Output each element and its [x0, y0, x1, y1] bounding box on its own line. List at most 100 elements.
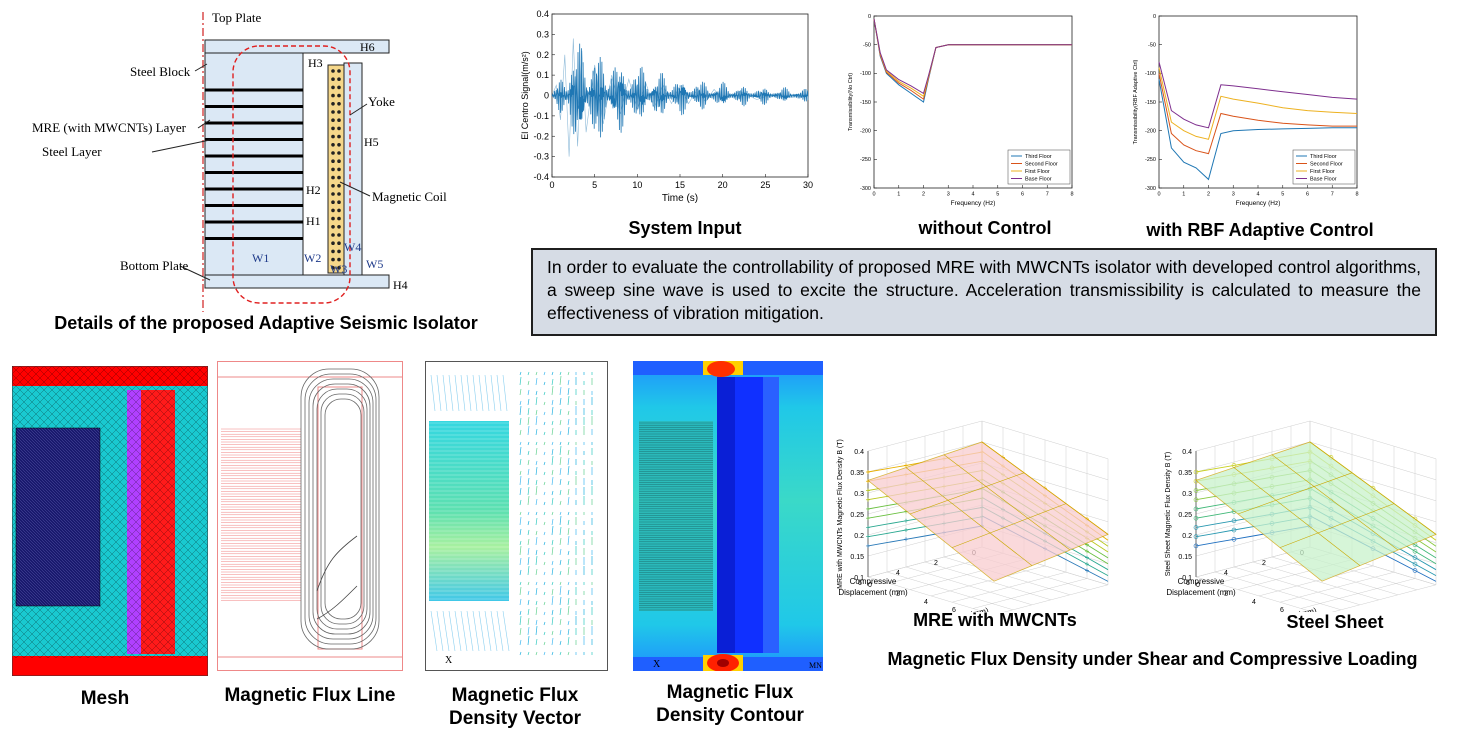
- surface-marker: [1085, 568, 1089, 573]
- flux-vector-arrow: [543, 511, 546, 516]
- flux-vector-arrow: [527, 511, 530, 516]
- flux-vector-arrow: [527, 538, 530, 546]
- surface-marker: [866, 534, 870, 539]
- flux-vector-arrow: [559, 445, 562, 456]
- dim-h2: H2: [306, 183, 321, 197]
- coil-dot: [331, 143, 335, 147]
- flux-vector-arrow: [567, 511, 570, 516]
- dim-h1: H1: [306, 214, 321, 228]
- surface-mesh-line: [905, 467, 1033, 566]
- flux-vector-arrow: [559, 489, 562, 496]
- flux-vector-arrow: [567, 496, 570, 506]
- flux-vector-arrow: [551, 469, 554, 476]
- flux-line-panel: [217, 361, 403, 671]
- coil-dot: [337, 175, 341, 180]
- surface-mesh-line: [943, 454, 1071, 551]
- flux-vector-arrow: [559, 607, 562, 616]
- flux-vector-arrow: [466, 374, 472, 412]
- dim-w4: W4: [344, 240, 361, 254]
- flux-vector-arrow: [519, 400, 522, 406]
- flux-vector-arrow: [551, 567, 554, 576]
- y-tick-label: -0.1: [533, 111, 549, 121]
- flux-vector-arrow: [567, 488, 570, 496]
- x-tick-label: 0: [549, 180, 554, 190]
- x-tick-label: 1: [897, 192, 900, 198]
- z-tick-label: 0.15: [850, 554, 864, 561]
- magnetic-coil: [327, 64, 345, 274]
- y-tick-label: 0.1: [536, 70, 549, 80]
- coil-dot: [331, 110, 335, 114]
- y-tick-label: 0: [868, 14, 871, 20]
- flux-vector-arrow: [519, 598, 522, 606]
- flux-vector-arrow: [527, 450, 530, 456]
- flux-vector-arrow: [527, 407, 530, 416]
- surface-mesh-line: [1237, 472, 1353, 515]
- caption-surfaces-main: Magnetic Flux Density under Shear and Co…: [887, 649, 1418, 669]
- x-tick-label: 25: [760, 180, 770, 190]
- flux-vector-arrow: [496, 610, 504, 652]
- flux-vector-arrow: [519, 487, 522, 496]
- flux-vector-arrow: [567, 480, 570, 486]
- flux-vector-arrow: [567, 426, 570, 436]
- leader-bottom-plate: [179, 265, 211, 281]
- flux-vector-arrow: [442, 610, 450, 652]
- flux-vector-arrow: [436, 374, 442, 412]
- surface-marker: [904, 528, 908, 533]
- flux-vector-arrow: [519, 446, 522, 456]
- flux-vector-arrow: [535, 441, 538, 446]
- caption-mesh: Mesh: [80, 688, 130, 709]
- flux-vector-arrow: [535, 466, 538, 476]
- flux-vector-arrow: [567, 566, 570, 576]
- steel-block: [204, 52, 304, 276]
- surface-marker: [866, 516, 870, 521]
- coil-dot: [331, 167, 335, 172]
- label-bottom-plate: Bottom Plate: [120, 258, 188, 273]
- flux-vector-arrow: [551, 497, 554, 506]
- signal-line: [551, 43, 809, 138]
- mre-surface-plot: 0.40.350.30.250.20.150.1024680246Shear D…: [837, 420, 1109, 612]
- coil-dot: [337, 257, 341, 262]
- flux-vector-arrow: [535, 651, 538, 656]
- coil-dot: [337, 143, 341, 147]
- coil-dot: [337, 233, 341, 237]
- flux-vector-arrow: [448, 610, 456, 652]
- contour-layers: [639, 422, 713, 611]
- flux-vector-arrow: [519, 586, 522, 596]
- flux-vector-arrow: [543, 581, 546, 586]
- flux-vector-arrow: [567, 410, 570, 416]
- flux-vector-arrow: [543, 421, 546, 426]
- flux-vector-arrow: [535, 606, 538, 616]
- flux-vector-arrow: [551, 546, 554, 556]
- flux-vector-arrow: [551, 588, 554, 596]
- flux-vector-arrow: [496, 374, 502, 412]
- flux-vector-arrow: [478, 610, 486, 652]
- coil-dot: [331, 93, 335, 98]
- coil-dot: [331, 85, 335, 90]
- surface-marker: [1231, 527, 1237, 533]
- leader-steel-layer: [151, 139, 211, 153]
- surface-mesh-line: [951, 503, 1067, 548]
- x-tick-label: 30: [803, 180, 813, 190]
- flux-vector-arrow: [559, 456, 562, 466]
- flux-vector-arrow: [535, 396, 538, 406]
- label-steel-block: Steel Block: [130, 64, 191, 79]
- flux-vector-arrow: [543, 621, 546, 626]
- caption-flux-line: Magnetic Flux Line: [224, 685, 396, 706]
- coil-dot: [331, 233, 335, 237]
- flux-vector-arrow: [567, 651, 570, 656]
- flux-vector-arrow: [502, 610, 510, 652]
- flux-vector-arrow: [527, 556, 530, 566]
- flux-line-layers: [221, 428, 301, 601]
- flux-vector-arrow: [478, 374, 484, 412]
- flux-vector-arrow: [551, 476, 554, 486]
- coil-dot: [331, 208, 335, 213]
- y-axis-label: Transmissibility(RBF Adaptive Ctrl): [1133, 59, 1139, 144]
- flux-vector-arrow: [559, 500, 562, 506]
- flux-line-loops: [300, 368, 380, 650]
- x-tick-label: 1: [1182, 192, 1185, 198]
- y-tick-label: -50: [1148, 43, 1156, 49]
- y-tick-label: 0.2: [536, 50, 549, 60]
- coil-dot: [337, 77, 341, 81]
- flux-vector-arrow: [519, 610, 522, 616]
- flux-vector-arrow: [527, 635, 530, 646]
